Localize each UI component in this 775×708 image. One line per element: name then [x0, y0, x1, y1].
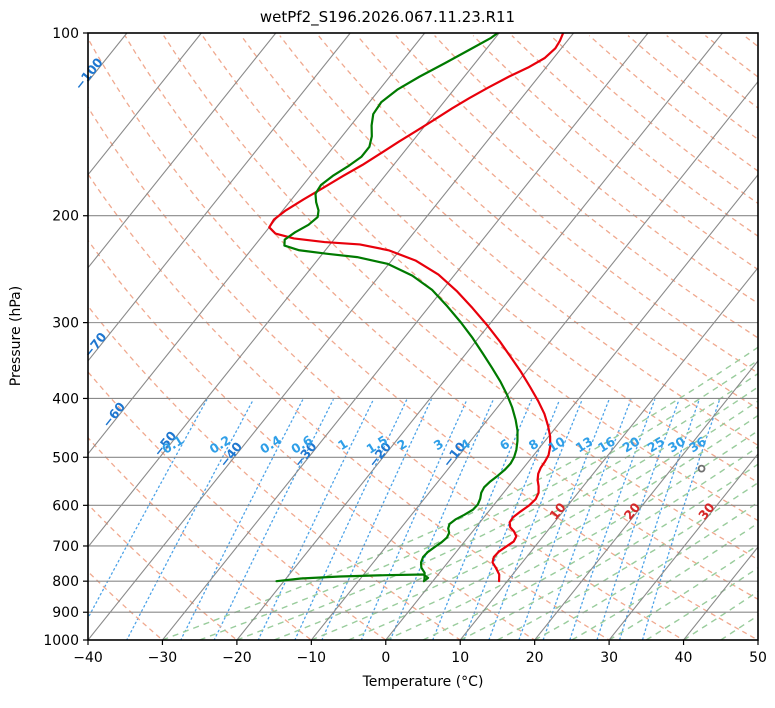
x-tick-label: 10 — [451, 650, 469, 666]
y-tick-label: 900 — [52, 605, 79, 621]
y-tick-label: 1000 — [43, 633, 79, 649]
x-tick-label: 0 — [381, 650, 390, 666]
x-tick-label: −30 — [148, 650, 178, 666]
x-tick-label: 20 — [526, 650, 544, 666]
plot-border — [87, 32, 759, 641]
y-axis: 1000 900 800 700 600 500 400 300 200 100 — [43, 26, 88, 649]
temperature-curve — [268, 33, 565, 583]
sounding-curves — [268, 33, 565, 583]
lcl-marker — [697, 464, 706, 473]
x-tick-label: 30 — [600, 650, 618, 666]
y-tick-label: 200 — [52, 209, 79, 225]
y-axis-title: Pressure (hPa) — [8, 286, 24, 386]
y-tick-label: 100 — [52, 26, 79, 42]
x-tick-label: −20 — [222, 650, 252, 666]
y-tick-label: 300 — [52, 316, 79, 332]
y-tick-label: 800 — [52, 574, 79, 590]
x-axis-title: Temperature (°C) — [362, 674, 484, 690]
plot-background — [88, 33, 758, 640]
y-tick-label: 500 — [52, 450, 79, 466]
y-tick-label: 700 — [52, 539, 79, 555]
x-tick-label: 40 — [675, 650, 693, 666]
chart-title: wetPf2_S196.2026.067.11.23.R11 — [259, 8, 516, 26]
x-tick-label: −10 — [297, 650, 327, 666]
marker-layer — [697, 464, 706, 473]
x-tick-label: 50 — [749, 650, 767, 666]
x-axis: −40 −30 −20 −10 0 10 20 30 40 50 — [73, 640, 767, 666]
y-tick-label: 600 — [52, 498, 79, 514]
x-tick-label: −40 — [73, 650, 103, 666]
dewpoint-curve — [275, 33, 519, 583]
y-tick-label: 400 — [52, 391, 79, 407]
